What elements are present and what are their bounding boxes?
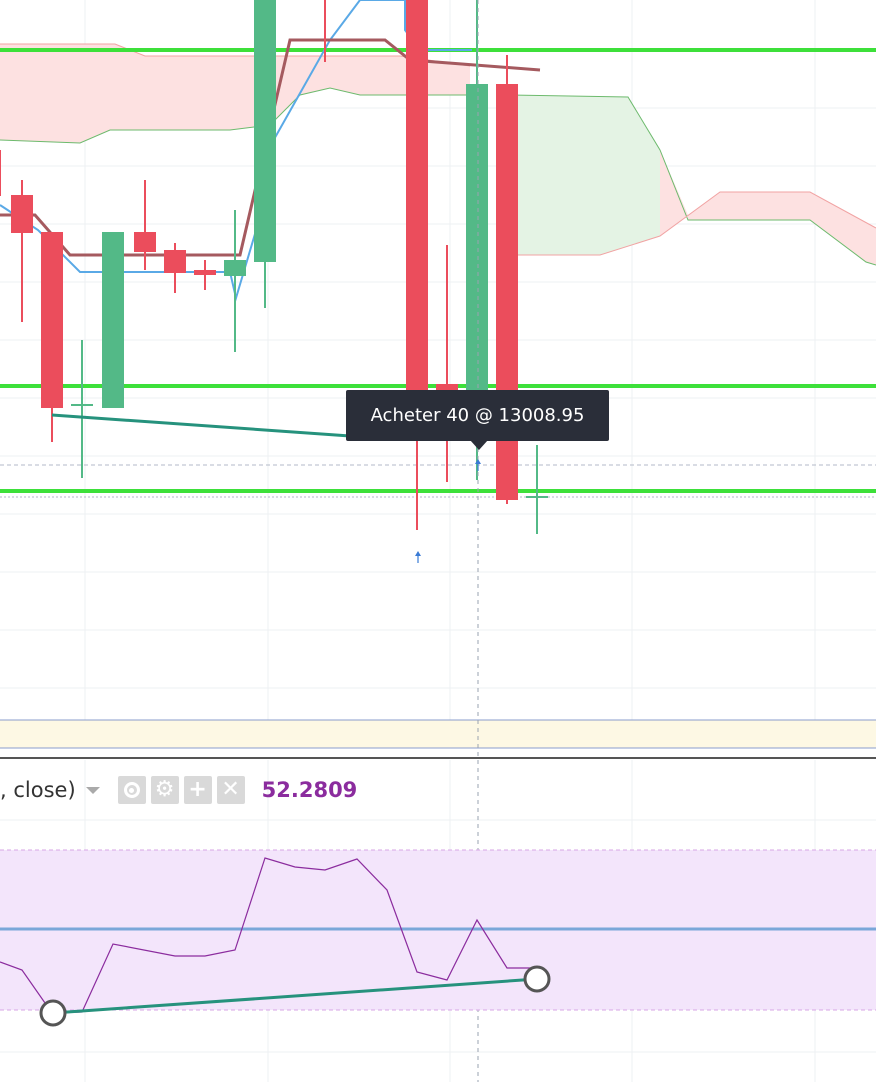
plus-icon[interactable]: + bbox=[183, 776, 212, 804]
tooltip-arrow bbox=[470, 440, 488, 450]
buy-arrow-icon bbox=[475, 459, 481, 464]
rsi-divergence-line bbox=[52, 977, 538, 1015]
rsi-pane bbox=[0, 849, 876, 1027]
candle-body bbox=[224, 260, 246, 276]
time-strip bbox=[0, 720, 876, 748]
close-icon[interactable]: ✕ bbox=[216, 776, 245, 804]
chevron-down-icon[interactable] bbox=[85, 786, 100, 794]
candle-body bbox=[436, 384, 458, 395]
tooltip-text: Acheter 40 @ 13008.95 bbox=[370, 405, 585, 426]
candle-body bbox=[194, 270, 216, 275]
indicator-value: 52.2809 bbox=[261, 778, 358, 802]
candle-body bbox=[102, 232, 124, 408]
indicator-title[interactable]: , close) bbox=[0, 778, 76, 802]
drag-handle[interactable] bbox=[39, 999, 67, 1027]
candle-body bbox=[41, 232, 63, 408]
buy-arrow-icon bbox=[415, 551, 421, 556]
cloud-past-red bbox=[0, 44, 470, 143]
overlays bbox=[51, 0, 481, 1082]
candle-body bbox=[254, 0, 276, 262]
candle-body bbox=[466, 84, 488, 400]
eye-icon[interactable] bbox=[117, 776, 146, 804]
trendline bbox=[51, 413, 351, 438]
candle-body bbox=[164, 250, 186, 273]
order-tooltip: Acheter 40 @ 13008.95 bbox=[346, 390, 609, 441]
future-span-b-line bbox=[510, 191, 876, 256]
cloud-future-red bbox=[688, 192, 876, 265]
candle-body bbox=[406, 0, 428, 400]
ichimoku-cloud bbox=[0, 43, 876, 266]
indicator-legend: , close) ⚙ + ✕ 52.2809 bbox=[0, 775, 357, 805]
future-span-a-line bbox=[509, 94, 876, 266]
candle-body bbox=[0, 150, 1, 196]
candle-body bbox=[11, 195, 33, 233]
drag-handle[interactable] bbox=[523, 965, 551, 993]
cloud-future-red bbox=[660, 150, 688, 236]
cloud-future-green bbox=[510, 95, 660, 255]
gear-icon[interactable]: ⚙ bbox=[150, 776, 179, 804]
candle-body bbox=[134, 232, 156, 252]
